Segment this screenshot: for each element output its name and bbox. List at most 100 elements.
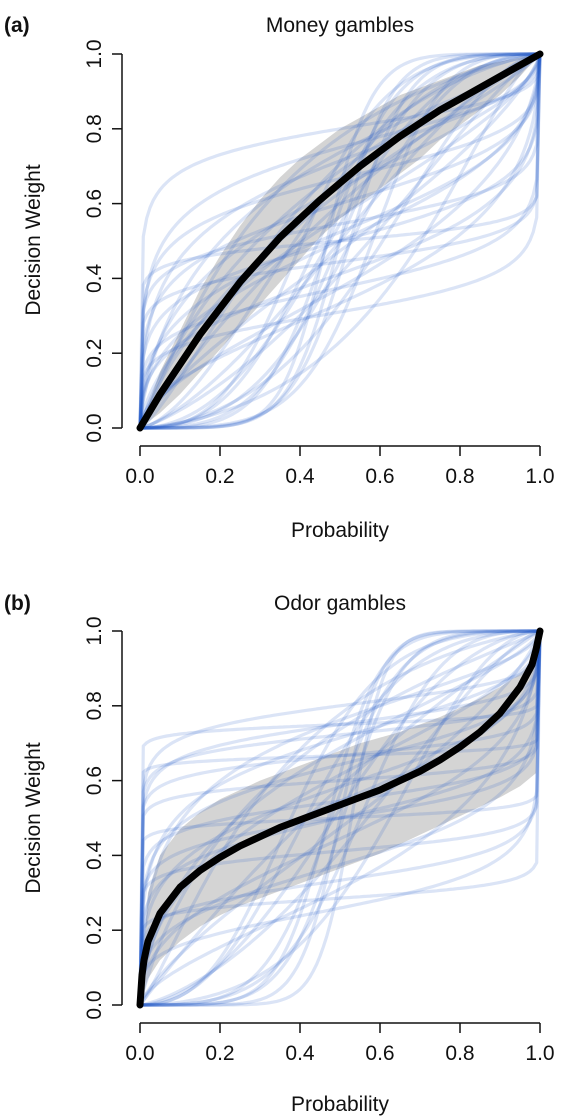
individual-curve-31 [138, 630, 542, 1006]
individual-curve-29 [138, 630, 542, 1006]
individual-curve-8 [138, 630, 542, 1006]
y-tick-label: 0.0 [83, 990, 106, 1019]
x-tick-label: 0.6 [365, 465, 394, 488]
uncertainty-band-a [140, 54, 540, 428]
individual-curve-26 [140, 629, 540, 1007]
individual-curve-13 [138, 53, 542, 429]
individual-curve-33 [138, 629, 541, 1006]
individual-curve-35 [138, 630, 542, 1006]
individual-curve-11 [138, 53, 542, 429]
x-tick-label: 0.0 [125, 465, 154, 488]
individual-curve-24 [140, 629, 540, 1007]
y-axis-a: 0.0 0.2 0.4 0.6 0.8 1.0 [83, 39, 123, 443]
individual-curve-13 [138, 630, 542, 1006]
individual-curve-27 [138, 630, 542, 1006]
y-tick-label: 0.6 [83, 766, 106, 795]
individual-curve-40 [138, 630, 542, 1006]
individual-curve-7 [138, 630, 542, 1006]
panel-label-a: (a) [4, 14, 30, 37]
individual-curve-2 [138, 630, 542, 1006]
y-tick-label: 0.2 [83, 339, 106, 368]
x-tick-label: 1.0 [525, 1042, 554, 1065]
group-curve-line [136, 50, 544, 432]
y-tick-label: 0.4 [83, 263, 106, 293]
x-tick-label: 0.0 [125, 1042, 154, 1065]
individual-curve-34 [138, 52, 541, 429]
individual-curve-32 [138, 53, 542, 429]
individual-curves-a [138, 52, 542, 430]
y-tick-label: 0.8 [83, 114, 106, 143]
y-tick-label: 1.0 [83, 616, 106, 645]
y-axis-b: 0.0 0.2 0.4 0.6 0.8 1.0 [83, 616, 123, 1020]
individual-curve-22 [139, 52, 541, 430]
individual-curve-21 [139, 52, 541, 430]
y-tick-label: 0.4 [83, 840, 106, 870]
individual-curve-14 [138, 53, 542, 429]
individual-curve-31 [138, 53, 542, 429]
individual-curve-9 [138, 630, 542, 1006]
individual-curve-22 [140, 629, 540, 1007]
uncertainty-band-b [140, 631, 540, 1005]
individual-curve-30 [138, 630, 542, 1006]
individual-curve-11 [138, 630, 542, 1006]
individual-curve-7 [138, 53, 542, 429]
panel-money-gambles: (a) Money gambles Decision Weight Probab… [4, 14, 555, 542]
individual-curve-38 [138, 53, 542, 429]
individual-curve-39 [138, 630, 542, 1006]
panel-label-b: (b) [4, 592, 31, 615]
individual-curve-26 [140, 52, 540, 430]
panel-odor-gambles: (b) Odor gambles Decision Weight Probabi… [4, 592, 555, 1116]
x-tick-label: 0.4 [285, 1042, 315, 1065]
x-tick-label: 0.6 [365, 1042, 394, 1065]
individual-curve-23 [140, 629, 540, 1007]
individual-curve-30 [140, 52, 540, 430]
individual-curve-15 [138, 53, 542, 429]
individual-curve-27 [140, 52, 540, 430]
x-tick-label: 0.8 [445, 465, 474, 488]
y-tick-label: 0.6 [83, 189, 106, 218]
individual-curve-38 [140, 629, 541, 1007]
individual-curve-18 [139, 629, 541, 1007]
x-tick-label: 0.8 [445, 1042, 474, 1065]
individual-curve-25 [140, 629, 540, 1007]
individual-curve-19 [139, 629, 541, 1007]
y-axis-title-b: Decision Weight [22, 742, 45, 894]
band-area [140, 631, 540, 1005]
individual-curve-6 [138, 630, 542, 1006]
individual-curve-28 [138, 630, 542, 1006]
individual-curve-10 [138, 630, 542, 1006]
individual-curve-18 [139, 52, 541, 430]
individual-curve-2 [138, 53, 542, 429]
chart-title-a: Money gambles [266, 14, 414, 37]
x-axis-title-b: Probability [291, 1093, 390, 1116]
y-axis-title-a: Decision Weight [22, 164, 45, 316]
individual-curve-5 [138, 53, 542, 429]
individual-curve-36 [140, 52, 540, 430]
x-tick-label: 0.2 [205, 1042, 234, 1065]
individual-curve-28 [140, 52, 540, 430]
individual-curve-9 [138, 53, 542, 429]
individual-curve-34 [140, 629, 540, 1007]
x-tick-label: 0.4 [285, 465, 315, 488]
individual-curve-20 [139, 629, 540, 1007]
individual-curve-16 [138, 630, 542, 1006]
individual-curves-b [138, 629, 542, 1007]
individual-curve-1 [138, 630, 542, 1006]
individual-curve-10 [138, 53, 542, 429]
y-tick-label: 0.0 [83, 413, 106, 442]
x-axis-a: 0.0 0.2 0.4 0.6 0.8 1.0 [125, 445, 555, 488]
y-tick-label: 0.8 [83, 691, 106, 720]
y-tick-label: 1.0 [83, 39, 106, 68]
individual-curve-3 [138, 53, 542, 429]
individual-curve-21 [140, 629, 540, 1007]
individual-curve-36 [138, 630, 542, 1006]
x-axis-b: 0.0 0.2 0.4 0.6 0.8 1.0 [125, 1022, 555, 1065]
individual-curve-12 [138, 53, 542, 429]
x-axis-title-a: Probability [291, 519, 390, 542]
individual-curve-35 [139, 52, 541, 430]
individual-curve-40 [139, 52, 541, 430]
individual-curve-39 [138, 52, 542, 429]
chart-title-b: Odor gambles [274, 592, 406, 615]
band-area [140, 54, 540, 428]
